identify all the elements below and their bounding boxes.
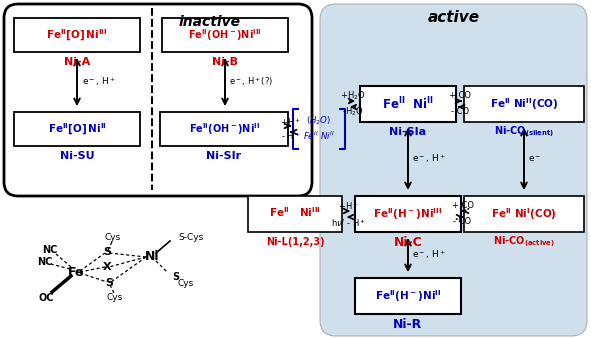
Text: e$^-$: e$^-$	[528, 154, 541, 164]
Text: Fe: Fe	[68, 265, 85, 279]
Text: + CO: + CO	[452, 201, 473, 211]
Text: +H$^+$: +H$^+$	[280, 116, 301, 128]
Text: h$\nu$/ - H$^+$: h$\nu$/ - H$^+$	[331, 217, 366, 229]
Text: Cys: Cys	[107, 293, 123, 301]
Bar	[14, 18, 140, 52]
Text: e$^-$, H$^+$(?): e$^-$, H$^+$(?)	[229, 76, 273, 88]
Bar	[162, 18, 288, 52]
Text: -H$_2$O: -H$_2$O	[342, 106, 363, 118]
FancyBboxPatch shape	[4, 4, 312, 196]
Text: e$^-$, H$^+$: e$^-$, H$^+$	[412, 153, 446, 165]
FancyBboxPatch shape	[320, 4, 587, 336]
Bar	[248, 196, 342, 232]
Bar	[464, 86, 584, 122]
Text: active: active	[428, 11, 480, 25]
Text: S: S	[173, 272, 180, 282]
Text: $Fe^{II}\ Ni^{II}$: $Fe^{II}\ Ni^{II}$	[303, 130, 335, 142]
Text: Ni-B: Ni-B	[212, 57, 238, 67]
Bar	[160, 112, 288, 146]
Text: $\mathbf{Fe^{II}\ Ni^{I}(CO)}$: $\mathbf{Fe^{II}\ Ni^{I}(CO)}$	[491, 206, 557, 222]
Bar	[14, 112, 140, 146]
Text: +H$^+$: +H$^+$	[338, 200, 359, 212]
Text: Ni-SIa: Ni-SIa	[389, 127, 427, 137]
Text: Ni-C: Ni-C	[394, 236, 423, 248]
Text: Ni-L(1,2,3): Ni-L(1,2,3)	[266, 237, 324, 247]
Text: $\mathbf{Fe^{II}\ Ni^{II}(CO)}$: $\mathbf{Fe^{II}\ Ni^{II}(CO)}$	[490, 96, 558, 112]
Text: S-Cys: S-Cys	[178, 234, 203, 242]
Text: - CO: - CO	[453, 218, 472, 226]
Text: $\mathbf{Fe^{II}\ \ Ni^{II}}$: $\mathbf{Fe^{II}\ \ Ni^{II}}$	[382, 96, 434, 112]
Text: Ni-CO$_{\mathbf{(silent)}}$: Ni-CO$_{\mathbf{(silent)}}$	[494, 125, 554, 139]
Text: $\mathbf{Fe^{II}[O]\,Ni^{III}}$: $\mathbf{Fe^{II}[O]\,Ni^{III}}$	[46, 27, 108, 43]
Bar	[360, 86, 456, 122]
Text: - CO: - CO	[451, 107, 469, 117]
Text: Cys: Cys	[178, 279, 194, 288]
Text: Ni-SIr: Ni-SIr	[206, 151, 242, 161]
Text: $\mathbf{Fe^{II}[O]\,Ni^{II}}$: $\mathbf{Fe^{II}[O]\,Ni^{II}}$	[47, 121, 106, 137]
Text: $\mathbf{Fe^{II}(H^-)Ni^{III}}$: $\mathbf{Fe^{II}(H^-)Ni^{III}}$	[374, 206, 443, 222]
Text: Ni-SU: Ni-SU	[60, 151, 95, 161]
Text: inactive: inactive	[179, 15, 241, 29]
Text: e$^-$, H$^+$: e$^-$, H$^+$	[412, 248, 446, 261]
Text: Cys: Cys	[105, 234, 121, 242]
Text: Ni-CO$_{\mathbf{(active)}}$: Ni-CO$_{\mathbf{(active)}}$	[493, 235, 555, 249]
Text: + CO: + CO	[449, 92, 471, 100]
Text: $\mathbf{Fe^{II}(H^-)Ni^{II}}$: $\mathbf{Fe^{II}(H^-)Ni^{II}}$	[375, 288, 441, 304]
Text: $(H_2O)$: $(H_2O)$	[306, 115, 332, 127]
Text: - H$^+$: - H$^+$	[281, 130, 300, 142]
Text: S: S	[105, 278, 113, 288]
Text: +H$_2$O: +H$_2$O	[340, 90, 365, 102]
Text: $\mathbf{Fe^{II}(OH^-)Ni^{II}}$: $\mathbf{Fe^{II}(OH^-)Ni^{II}}$	[189, 121, 259, 137]
Text: $\mathbf{Fe^{II}\ \ \ Ni^{III}}$: $\mathbf{Fe^{II}\ \ \ Ni^{III}}$	[269, 205, 321, 219]
Text: Ni-A: Ni-A	[64, 57, 90, 67]
Bar	[355, 278, 461, 314]
Text: $\mathbf{Fe^{II}(OH^-)Ni^{III}}$: $\mathbf{Fe^{II}(OH^-)Ni^{III}}$	[189, 27, 262, 43]
Text: Ni: Ni	[145, 251, 159, 263]
Text: NC: NC	[43, 245, 58, 255]
Bar	[464, 196, 584, 232]
Text: e$^-$, H$^+$: e$^-$, H$^+$	[82, 76, 116, 88]
Text: X: X	[103, 262, 111, 272]
Text: OC: OC	[38, 293, 54, 303]
Bar	[355, 196, 461, 232]
Text: S: S	[103, 247, 111, 257]
Text: NC: NC	[37, 257, 53, 267]
Text: Ni-R: Ni-R	[394, 318, 423, 331]
